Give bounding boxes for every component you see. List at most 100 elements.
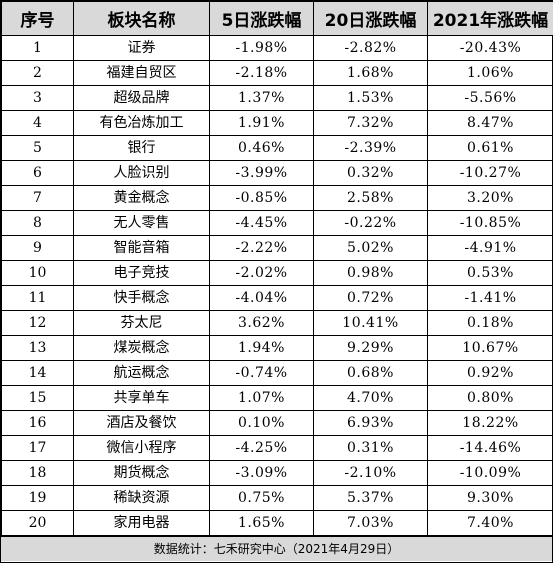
table-row: 20 家用电器 1.65% 7.03% 7.40% [1, 510, 553, 536]
table-row: 4 有色冶炼加工 1.91% 7.32% 8.47% [1, 110, 553, 136]
change-5day-cell: 1.37% [209, 85, 314, 111]
sector-name-cell: 共享单车 [73, 385, 210, 411]
table-row: 6 人脸识别 -3.99% 0.32% -10.27% [1, 160, 553, 186]
change-2021-cell: 7.40% [427, 510, 553, 536]
change-5day-cell: 1.07% [209, 385, 314, 411]
source-footer: 数据统计：七禾研究中心（2021年4月29日） [1, 536, 552, 561]
change-20day-cell: 0.98% [313, 260, 428, 286]
change-5day-cell: 1.91% [209, 110, 314, 136]
row-index-cell: 1 [1, 35, 74, 61]
change-5day-cell: -0.74% [209, 360, 314, 386]
row-index-cell: 19 [1, 485, 74, 511]
change-5day-cell: -4.45% [209, 210, 314, 236]
header-20day-change: 20日涨跌幅 [313, 1, 428, 36]
row-index-cell: 17 [1, 435, 74, 461]
change-20day-cell: 1.68% [313, 60, 428, 86]
change-20day-cell: -2.10% [313, 460, 428, 486]
change-2021-cell: 0.80% [427, 385, 553, 411]
row-index-cell: 2 [1, 60, 74, 86]
change-5day-cell: 0.46% [209, 135, 314, 161]
change-2021-cell: -20.43% [427, 35, 553, 61]
change-20day-cell: 6.93% [313, 410, 428, 436]
change-2021-cell: -14.46% [427, 435, 553, 461]
change-5day-cell: 1.94% [209, 335, 314, 361]
change-20day-cell: -2.39% [313, 135, 428, 161]
sector-name-cell: 煤炭概念 [73, 335, 210, 361]
row-index-cell: 5 [1, 135, 74, 161]
sector-performance-table: 序号 板块名称 5日涨跌幅 20日涨跌幅 2021年涨跌幅 1 证券 -1.98% -… [1, 1, 553, 536]
change-2021-cell: -10.27% [427, 160, 553, 186]
change-5day-cell: -4.04% [209, 285, 314, 311]
table-row: 3 超级品牌 1.37% 1.53% -5.56% [1, 85, 553, 111]
header-sector-name: 板块名称 [73, 1, 210, 36]
table-row: 14 航运概念 -0.74% 0.68% 0.92% [1, 360, 553, 386]
change-5day-cell: 1.65% [209, 510, 314, 536]
row-index-cell: 16 [1, 410, 74, 436]
change-20day-cell: 7.32% [313, 110, 428, 136]
change-5day-cell: -3.09% [209, 460, 314, 486]
row-index-cell: 4 [1, 110, 74, 136]
change-2021-cell: -10.85% [427, 210, 553, 236]
table-row: 1 证券 -1.98% -2.82% -20.43% [1, 35, 553, 61]
change-2021-cell: 10.67% [427, 335, 553, 361]
header-index: 序号 [1, 1, 74, 36]
change-20day-cell: 10.41% [313, 310, 428, 336]
table-row: 8 无人零售 -4.45% -0.22% -10.85% [1, 210, 553, 236]
sector-name-cell: 无人零售 [73, 210, 210, 236]
sector-name-cell: 银行 [73, 135, 210, 161]
change-5day-cell: -2.18% [209, 60, 314, 86]
sector-name-cell: 黄金概念 [73, 185, 210, 211]
change-2021-cell: -4.91% [427, 235, 553, 261]
change-20day-cell: 7.03% [313, 510, 428, 536]
change-2021-cell: 18.22% [427, 410, 553, 436]
change-20day-cell: 0.72% [313, 285, 428, 311]
header-5day-change: 5日涨跌幅 [209, 1, 314, 36]
row-index-cell: 3 [1, 85, 74, 111]
sector-name-cell: 电子竞技 [73, 260, 210, 286]
row-index-cell: 11 [1, 285, 74, 311]
change-5day-cell: 3.62% [209, 310, 314, 336]
change-5day-cell: -1.98% [209, 35, 314, 61]
sector-name-cell: 期货概念 [73, 460, 210, 486]
table-row: 16 酒店及餐饮 0.10% 6.93% 18.22% [1, 410, 553, 436]
sector-name-cell: 超级品牌 [73, 85, 210, 111]
change-2021-cell: 8.47% [427, 110, 553, 136]
table-row: 9 智能音箱 -2.22% 5.02% -4.91% [1, 235, 553, 261]
row-index-cell: 20 [1, 510, 74, 536]
change-2021-cell: 0.18% [427, 310, 553, 336]
table-row: 10 电子竞技 -2.02% 0.98% 0.53% [1, 260, 553, 286]
change-2021-cell: 1.06% [427, 60, 553, 86]
table-row: 5 银行 0.46% -2.39% 0.61% [1, 135, 553, 161]
change-20day-cell: 2.58% [313, 185, 428, 211]
change-20day-cell: 9.29% [313, 335, 428, 361]
change-20day-cell: -0.22% [313, 210, 428, 236]
sector-name-cell: 证券 [73, 35, 210, 61]
row-index-cell: 14 [1, 360, 74, 386]
change-20day-cell: 4.70% [313, 385, 428, 411]
change-5day-cell: 0.10% [209, 410, 314, 436]
change-2021-cell: 0.92% [427, 360, 553, 386]
change-5day-cell: -2.02% [209, 260, 314, 286]
row-index-cell: 10 [1, 260, 74, 286]
table-row: 12 芬太尼 3.62% 10.41% 0.18% [1, 310, 553, 336]
change-2021-cell: 0.61% [427, 135, 553, 161]
change-2021-cell: 9.30% [427, 485, 553, 511]
row-index-cell: 15 [1, 385, 74, 411]
sector-name-cell: 快手概念 [73, 285, 210, 311]
change-5day-cell: -2.22% [209, 235, 314, 261]
sector-name-cell: 人脸识别 [73, 160, 210, 186]
header-2021-change: 2021年涨跌幅 [427, 1, 553, 36]
sector-name-cell: 家用电器 [73, 510, 210, 536]
change-5day-cell: -0.85% [209, 185, 314, 211]
row-index-cell: 7 [1, 185, 74, 211]
change-5day-cell: -4.25% [209, 435, 314, 461]
change-20day-cell: 0.32% [313, 160, 428, 186]
table-row: 2 福建自贸区 -2.18% 1.68% 1.06% [1, 60, 553, 86]
sector-name-cell: 酒店及餐饮 [73, 410, 210, 436]
header-row: 序号 板块名称 5日涨跌幅 20日涨跌幅 2021年涨跌幅 [1, 1, 553, 36]
sector-name-cell: 福建自贸区 [73, 60, 210, 86]
change-2021-cell: -10.09% [427, 460, 553, 486]
change-20day-cell: 5.37% [313, 485, 428, 511]
sector-name-cell: 稀缺资源 [73, 485, 210, 511]
table-row: 13 煤炭概念 1.94% 9.29% 10.67% [1, 335, 553, 361]
